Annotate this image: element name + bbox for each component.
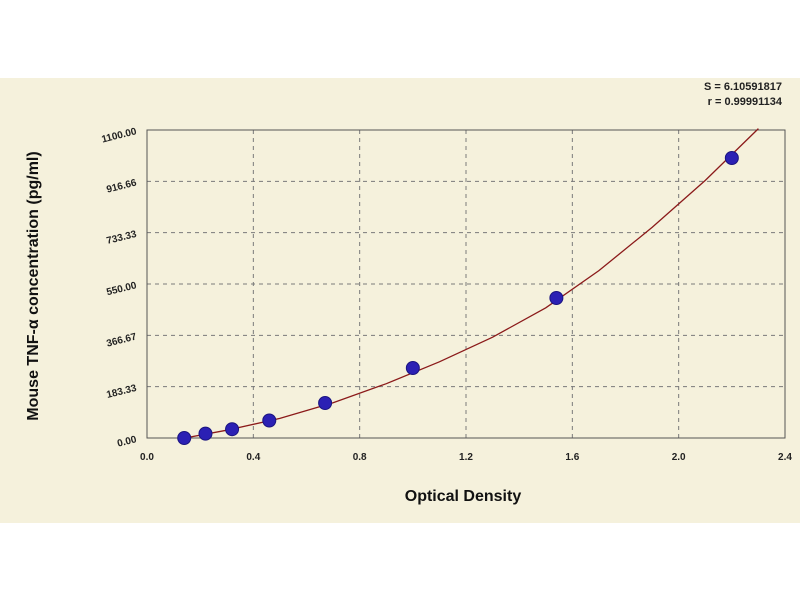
- chart-svg: 0.0 0.4 0.8 1.2 1.6 2.0 2.4 0.00 183.33 366.67 55…: [25, 81, 792, 505]
- y-tick-label: 0.00: [116, 434, 138, 449]
- data-point: [177, 431, 192, 445]
- plot-area-frame: [146, 129, 786, 439]
- data-point: [724, 151, 739, 165]
- data-point: [262, 413, 277, 428]
- y-tick-label: 733.33: [105, 229, 138, 247]
- x-tick-label: 0.8: [353, 452, 367, 463]
- y-tick-label: 1100.00: [101, 126, 139, 145]
- y-tick-label: 366.67: [105, 331, 138, 349]
- x-tick-label: 2.0: [672, 452, 686, 463]
- data-point: [549, 291, 564, 305]
- y-axis-title: Mouse TNF-α concentration (pg/ml): [25, 151, 42, 420]
- x-tick-labels: 0.0 0.4 0.8 1.2 1.6 2.0 2.4: [140, 452, 792, 463]
- fit-stat-r: r = 0.99991134: [708, 96, 783, 108]
- data-points: [177, 151, 739, 445]
- y-tick-label: 183.33: [105, 383, 138, 401]
- x-tick-label: 0.4: [246, 452, 260, 463]
- y-tick-labels: 0.00 183.33 366.67 550.00 733.33 916.66 1100.0…: [101, 126, 139, 449]
- data-point: [318, 396, 333, 410]
- y-tick-label: 916.66: [105, 177, 138, 195]
- grid-layer: [147, 130, 785, 438]
- x-tick-label: 0.0: [140, 452, 154, 463]
- data-point: [198, 426, 213, 441]
- y-tick-label: 550.00: [105, 280, 138, 298]
- x-tick-label: 1.6: [565, 452, 579, 463]
- data-point: [225, 422, 240, 437]
- fit-stat-s: S = 6.10591817: [704, 81, 782, 93]
- x-tick-label: 1.2: [459, 452, 473, 463]
- chart-panel: 0.0 0.4 0.8 1.2 1.6 2.0 2.4 0.00 183.33 366.67 55…: [0, 78, 800, 523]
- x-tick-label: 2.4: [778, 452, 792, 463]
- data-point: [405, 361, 420, 375]
- x-axis-title: Optical Density: [405, 488, 522, 505]
